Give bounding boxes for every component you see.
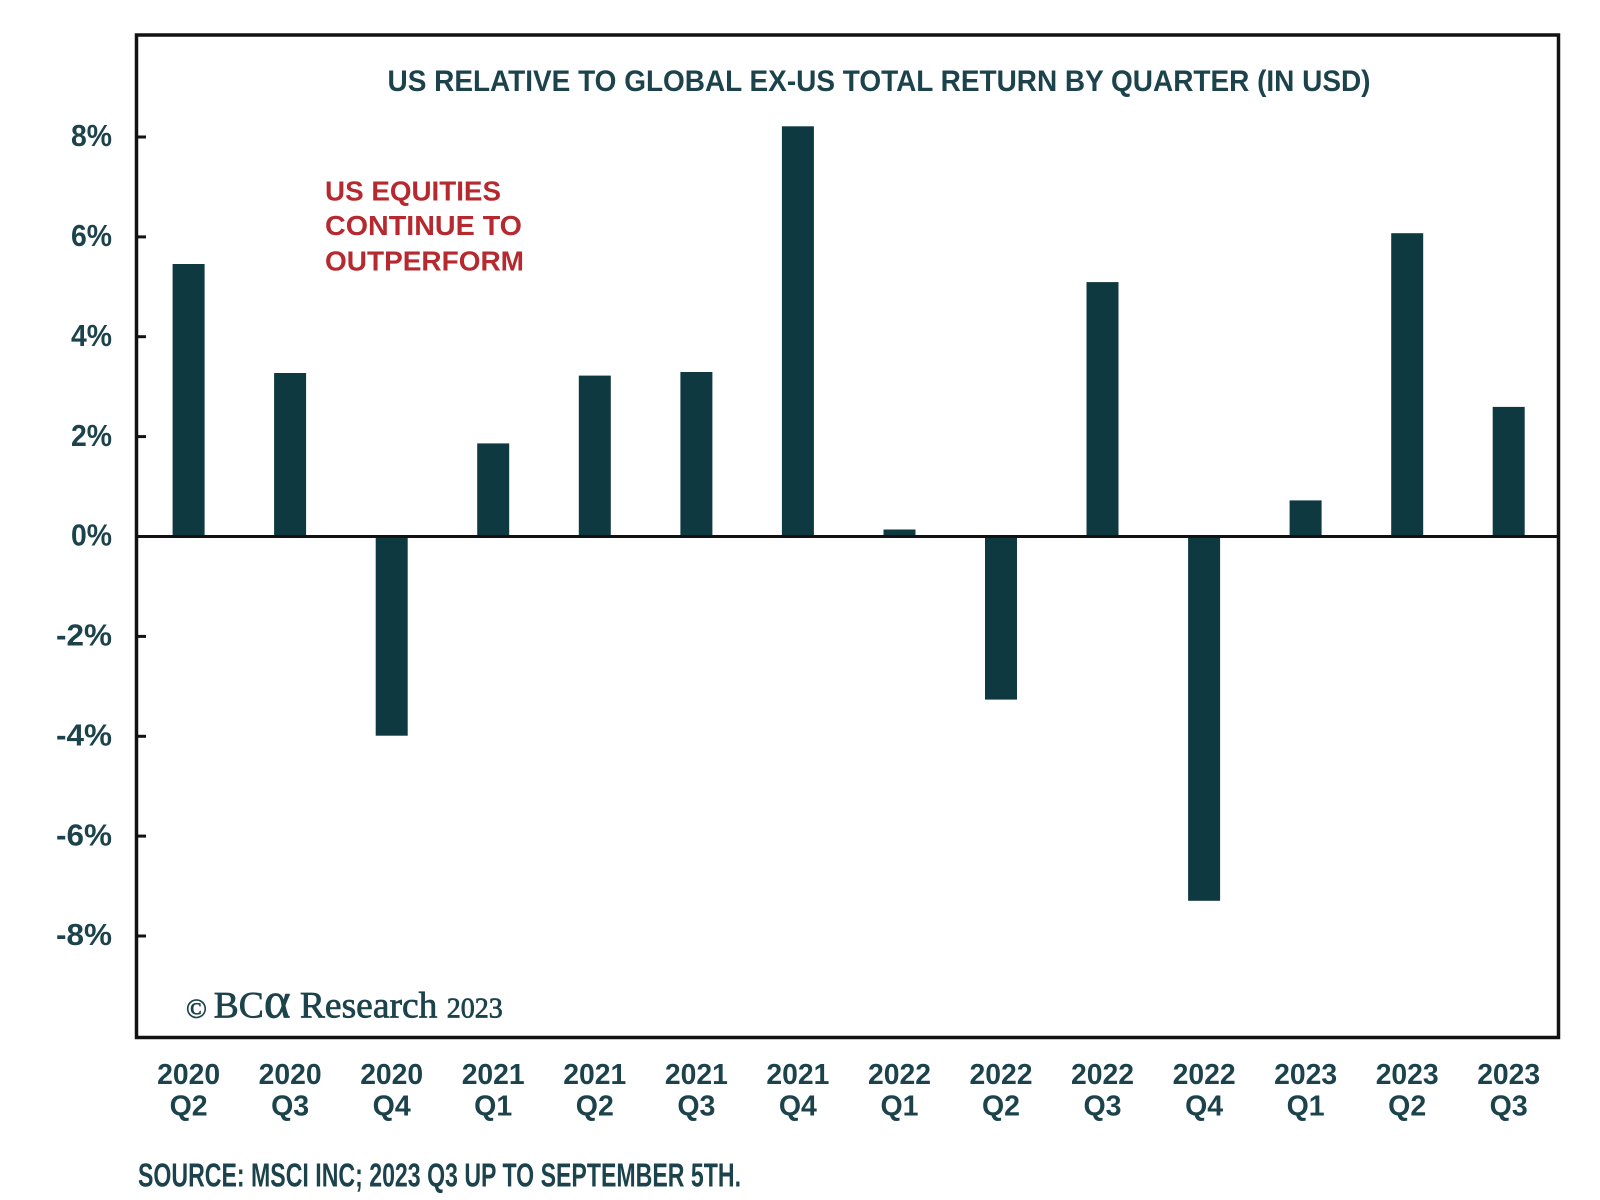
svg-text:2020: 2020 <box>259 1059 322 1091</box>
svg-text:2021: 2021 <box>462 1059 525 1091</box>
svg-text:-4%: -4% <box>56 718 112 753</box>
svg-text:2%: 2% <box>71 418 112 453</box>
svg-text:Q3: Q3 <box>271 1091 309 1123</box>
svg-text:US RELATIVE TO GLOBAL EX-US TO: US RELATIVE TO GLOBAL EX-US TOTAL RETURN… <box>388 65 1371 98</box>
svg-text:4%: 4% <box>71 318 112 353</box>
svg-text:-2%: -2% <box>56 618 112 653</box>
svg-text:2020: 2020 <box>157 1059 220 1091</box>
svg-text:Q4: Q4 <box>1185 1091 1223 1123</box>
svg-text:Q3: Q3 <box>677 1091 715 1123</box>
svg-text:0%: 0% <box>71 518 112 553</box>
svg-text:Q2: Q2 <box>576 1091 614 1123</box>
svg-text:CONTINUE TO: CONTINUE TO <box>325 210 522 241</box>
svg-text:2022: 2022 <box>970 1059 1033 1091</box>
svg-text:US EQUITIES: US EQUITIES <box>325 175 501 206</box>
svg-text:Q1: Q1 <box>880 1091 918 1123</box>
svg-text:2022: 2022 <box>1071 1059 1134 1091</box>
svg-text:© BCα Research 2023: © BCα Research 2023 <box>186 974 503 1030</box>
svg-text:2021: 2021 <box>665 1059 728 1091</box>
svg-text:2023: 2023 <box>1477 1059 1540 1091</box>
svg-text:OUTPERFORM: OUTPERFORM <box>325 245 524 276</box>
svg-text:6%: 6% <box>71 218 112 253</box>
svg-text:2023: 2023 <box>1274 1059 1337 1091</box>
svg-text:-6%: -6% <box>56 817 112 852</box>
svg-text:Q2: Q2 <box>170 1091 208 1123</box>
svg-text:Q3: Q3 <box>1490 1091 1528 1123</box>
svg-text:Q4: Q4 <box>373 1091 411 1123</box>
svg-text:-8%: -8% <box>56 917 112 952</box>
svg-text:2021: 2021 <box>563 1059 626 1091</box>
svg-text:2022: 2022 <box>868 1059 931 1091</box>
svg-text:Q4: Q4 <box>779 1091 817 1123</box>
svg-text:Q1: Q1 <box>1287 1091 1325 1123</box>
svg-text:2023: 2023 <box>1376 1059 1439 1091</box>
svg-text:Q2: Q2 <box>1388 1091 1426 1123</box>
svg-text:2020: 2020 <box>360 1059 423 1091</box>
svg-text:Q1: Q1 <box>474 1091 512 1123</box>
svg-text:Q3: Q3 <box>1083 1091 1121 1123</box>
svg-text:SOURCE: MSCI INC; 2023 Q3 UP T: SOURCE: MSCI INC; 2023 Q3 UP TO SEPTEMBE… <box>138 1157 741 1194</box>
svg-text:Q2: Q2 <box>982 1091 1020 1123</box>
svg-text:2022: 2022 <box>1173 1059 1236 1091</box>
svg-text:8%: 8% <box>71 118 112 153</box>
svg-text:2021: 2021 <box>766 1059 829 1091</box>
